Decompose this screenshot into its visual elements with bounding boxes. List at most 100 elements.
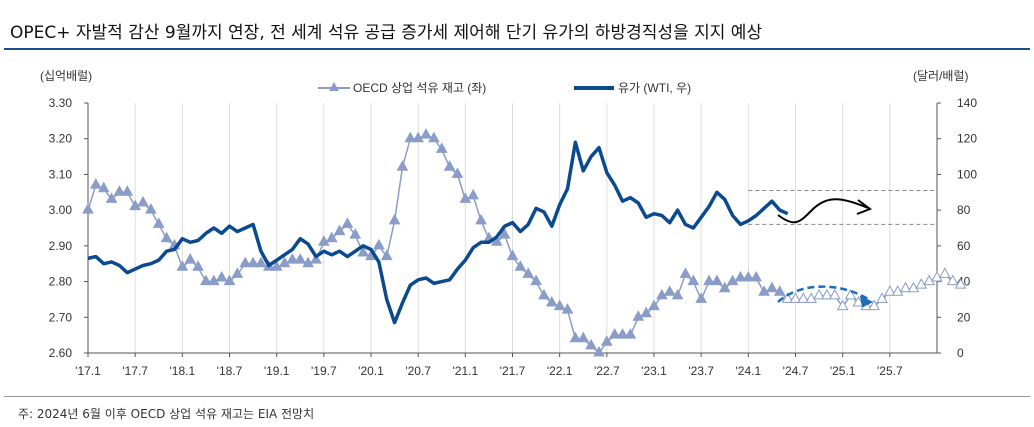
x-tick-label: '17.7 (122, 364, 148, 378)
oecd-marker (663, 285, 676, 296)
oecd-marker (883, 285, 896, 296)
x-tick-label: '21.7 (500, 364, 526, 378)
oecd-marker (388, 213, 401, 225)
oecd-marker (758, 285, 770, 296)
oecd-marker (648, 299, 660, 311)
oecd-marker (498, 228, 511, 239)
right-unit-label: (달러/배럴) (913, 69, 969, 83)
right-tick-label: 80 (957, 203, 971, 217)
oecd-marker (475, 213, 487, 225)
oecd-marker (105, 192, 118, 203)
oecd-marker (805, 292, 818, 303)
oecd-marker (891, 285, 904, 296)
oecd-marker (247, 256, 259, 268)
oecd-marker (585, 338, 597, 350)
oecd-marker (420, 128, 432, 139)
right-tick-label: 60 (957, 239, 971, 253)
oecd-marker (577, 331, 590, 343)
oecd-marker (396, 160, 409, 171)
oecd-marker (286, 253, 299, 264)
right-tick-label: 0 (957, 346, 964, 360)
oecd-marker (742, 270, 755, 282)
oecd-marker (915, 278, 928, 289)
blue-forecast-arrow (777, 285, 869, 303)
oecd-marker (931, 270, 943, 282)
oecd-marker (789, 292, 802, 303)
oecd-marker (954, 278, 967, 289)
oecd-marker (734, 270, 747, 282)
title-divider (4, 48, 1030, 50)
x-tick-label: '23.1 (641, 364, 667, 378)
oecd-marker (632, 310, 645, 321)
oecd-marker (773, 285, 786, 296)
x-tick-label: '18.7 (217, 364, 243, 378)
right-tick-label: 140 (957, 96, 977, 110)
oecd-marker (428, 131, 440, 143)
oecd-marker (302, 256, 314, 268)
x-tick-label: '19.1 (264, 364, 290, 378)
oecd-marker (207, 274, 220, 286)
oecd-marker (852, 295, 865, 307)
oecd-marker (160, 231, 173, 243)
oecd-marker (223, 274, 236, 286)
footnote: 주: 2024년 6월 이후 OECD 상업 석유 재고는 EIA 전망치 (18, 407, 315, 421)
oecd-marker (82, 203, 94, 214)
legend-oecd-marker (329, 82, 339, 91)
legend-wti-label: 유가 (WTI, 우) (618, 81, 691, 95)
oecd-marker (270, 260, 283, 271)
oecd-marker (671, 288, 684, 300)
oecd-marker (404, 131, 417, 143)
x-tick-label: '25.7 (877, 364, 903, 378)
left-unit-label: (십억배럴) (40, 69, 92, 83)
oecd-marker (530, 274, 542, 286)
oecd-marker (506, 249, 519, 261)
oecd-marker (522, 267, 535, 278)
oecd-marker (797, 292, 810, 303)
left-tick-label: 3.00 (49, 203, 73, 217)
oecd-marker (828, 288, 841, 300)
left-tick-label: 2.90 (49, 239, 73, 253)
legend: OECD 상업 석유 재고 (좌) 유가 (WTI, 우) (318, 81, 691, 95)
oecd-marker (876, 292, 888, 303)
oecd-marker (750, 270, 763, 282)
oecd-marker (656, 288, 668, 300)
oecd-stock-line (87, 134, 961, 355)
x-tick-label: '22.7 (594, 364, 620, 378)
right-tick-label: 100 (957, 167, 977, 181)
x-tick-label: '24.7 (783, 364, 809, 378)
blue-arrowhead-icon (859, 295, 874, 308)
wti-price-line (87, 140, 789, 325)
legend-oecd-label: OECD 상업 석유 재고 (좌) (353, 81, 486, 95)
oecd-marker (836, 299, 849, 311)
oecd-marker (600, 335, 613, 346)
oecd-marker (129, 199, 142, 211)
oecd-marker (152, 217, 165, 228)
oecd-marker (184, 253, 197, 264)
oecd-marker (608, 328, 621, 339)
oecd-marker (380, 249, 393, 261)
oecd-marker (333, 224, 346, 236)
oecd-marker (616, 328, 629, 339)
oecd-marker (593, 345, 605, 357)
oecd-marker (310, 253, 322, 264)
oecd-marker (349, 228, 362, 239)
oecd-marker (443, 160, 456, 171)
x-tick-label: '21.1 (453, 364, 479, 378)
oecd-marker (113, 185, 126, 196)
right-tick-label: 20 (957, 310, 971, 324)
oecd-marker (145, 203, 157, 214)
oecd-marker (435, 142, 448, 153)
oecd-marker (215, 270, 228, 282)
chart-title: OPEC+ 자발적 감산 9월까지 연장, 전 세계 석유 공급 증가세 제어해… (10, 23, 763, 43)
oecd-marker (553, 299, 566, 311)
oecd-marker (695, 292, 708, 303)
oecd-marker (192, 260, 204, 271)
oecd-marker (569, 331, 582, 343)
x-tick-label: '23.7 (688, 364, 714, 378)
oecd-marker (514, 260, 527, 271)
black-trend-arrow (777, 198, 869, 224)
oecd-marker (939, 267, 951, 278)
oecd-marker (278, 256, 291, 268)
x-tick-label: '22.1 (547, 364, 573, 378)
